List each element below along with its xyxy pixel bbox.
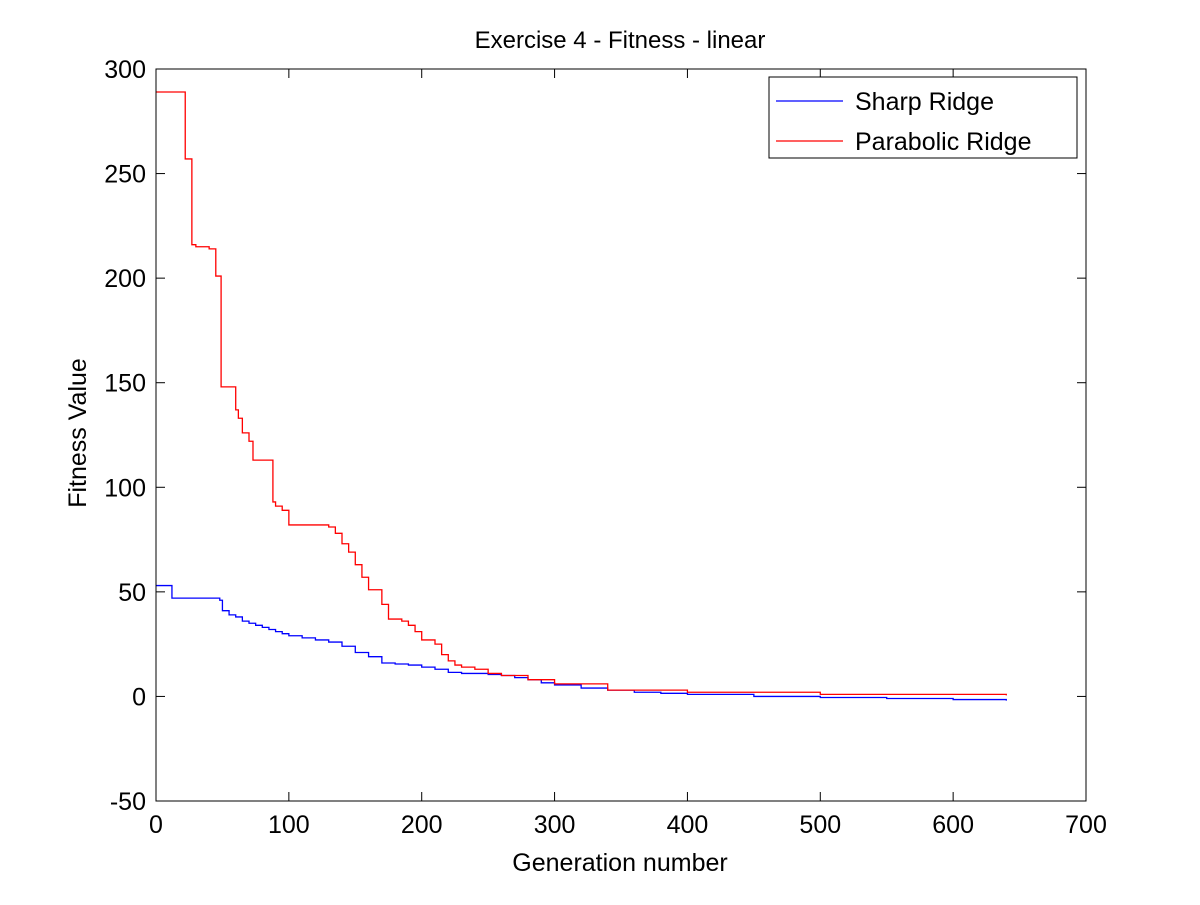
legend-label-parabolic-ridge: Parabolic Ridge (855, 128, 1032, 156)
y-tick-label: 300 (104, 56, 146, 84)
y-tick-label: 250 (104, 161, 146, 189)
x-tick-label: 0 (149, 811, 163, 839)
x-tick-label: 700 (1065, 811, 1107, 839)
series-layer (156, 91, 1007, 701)
chart-title: Exercise 4 - Fitness - linear (475, 27, 766, 54)
x-tick-label: 600 (932, 811, 974, 839)
x-tick-label: 100 (268, 811, 310, 839)
axis-tick-labels: 0 100 200 300 400 500 600 700-50050100150200250… (104, 56, 1107, 839)
y-tick-label: 150 (104, 370, 146, 398)
y-tick-label: 200 (104, 265, 146, 293)
y-tick-label: 0 (132, 683, 146, 711)
y-axis-label: Fitness Value (64, 358, 92, 508)
x-tick-label: 200 (401, 811, 443, 839)
x-tick-label: 400 (667, 811, 709, 839)
series-line-parabolic-ridge (156, 91, 1007, 696)
legend-box (768, 76, 1078, 159)
legend: Sharp Ridge Parabolic Ridge (768, 76, 1078, 159)
x-tick-label: 500 (799, 811, 841, 839)
plot-frame (155, 68, 1087, 802)
y-tick-label: -50 (110, 788, 146, 816)
legend-label-sharp-ridge: Sharp Ridge (855, 88, 994, 116)
y-tick-label: 50 (118, 579, 146, 607)
x-axis-label: Generation number (512, 849, 727, 877)
x-tick-label: 300 (534, 811, 576, 839)
y-tick-label: 100 (104, 474, 146, 502)
